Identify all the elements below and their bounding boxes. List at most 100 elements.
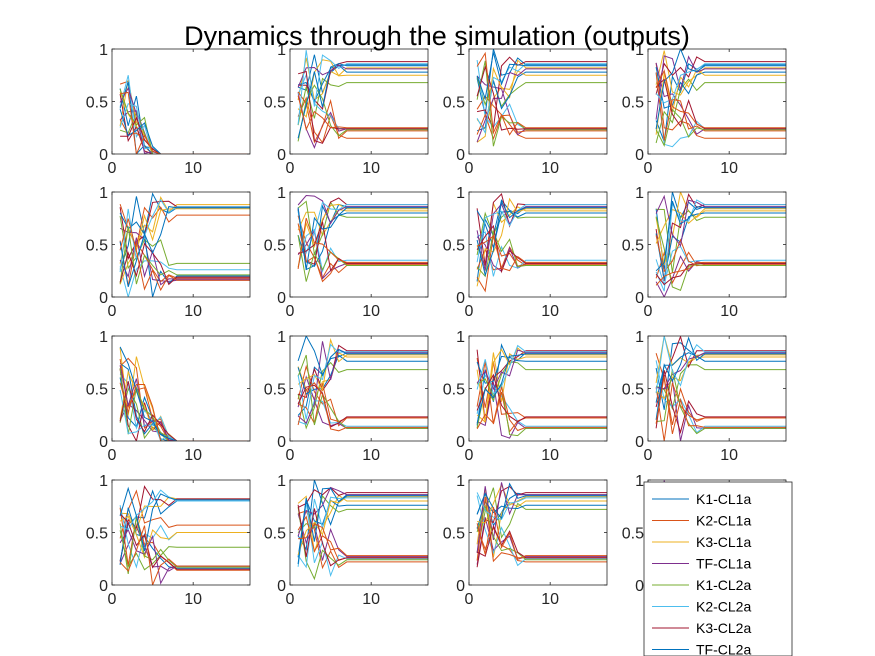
series-line — [477, 483, 607, 524]
x-tick-label: 0 — [286, 447, 295, 464]
y-tick-label: 0 — [635, 434, 644, 451]
series-line — [119, 81, 250, 154]
series-line — [655, 68, 786, 135]
y-tick-label: 0 — [277, 290, 286, 307]
y-tick-label: 1 — [635, 185, 644, 202]
series-line — [476, 487, 607, 558]
series-line — [297, 201, 428, 255]
series-line — [119, 208, 250, 285]
subplot-r1c3: 00.510 10 — [443, 42, 608, 177]
y-tick-label: 0.5 — [86, 95, 108, 112]
series-line — [476, 204, 607, 263]
y-tick-label: 0.5 — [443, 382, 465, 399]
legend-label: TF-CL2a — [696, 642, 751, 656]
series-line — [297, 64, 428, 103]
series-group — [476, 49, 607, 147]
series-line — [476, 517, 607, 565]
x-tick-label: 10 — [541, 447, 559, 464]
series-line — [119, 88, 250, 154]
series-line — [297, 354, 428, 395]
series-line — [119, 485, 250, 562]
legend-label: K3-CL1a — [696, 534, 751, 550]
legend-label: K2-CL1a — [696, 513, 751, 529]
subplot-r3c4: 00.510 10 — [622, 329, 787, 464]
series-line — [119, 516, 250, 574]
subplot-r3c2: 00.510 10 — [264, 329, 429, 464]
series-line — [655, 235, 786, 273]
y-tick-label: 0 — [456, 434, 465, 451]
legend-label: TF-CL1a — [696, 556, 751, 572]
series-line — [476, 71, 607, 132]
series-line — [655, 261, 786, 286]
x-tick-label: 0 — [108, 591, 117, 608]
series-line — [655, 370, 786, 435]
y-tick-label: 0 — [277, 578, 286, 595]
series-line — [297, 95, 428, 131]
plot-area — [112, 336, 250, 441]
y-tick-label: 0.5 — [622, 382, 644, 399]
series-line — [476, 235, 607, 272]
subplot-r1c2: 00.510 10 — [264, 42, 429, 177]
x-tick-label: 10 — [541, 160, 559, 177]
y-tick-label: 1 — [456, 42, 465, 59]
series-line — [297, 352, 428, 400]
series-line — [119, 80, 250, 154]
series-line — [655, 199, 786, 292]
y-tick-label: 1 — [99, 42, 108, 59]
series-line — [655, 50, 786, 96]
series-line — [297, 59, 428, 118]
series-line — [476, 373, 607, 423]
series-line — [476, 500, 607, 529]
x-tick-label: 10 — [720, 303, 738, 320]
series-line — [476, 347, 607, 423]
x-tick-label: 10 — [720, 447, 738, 464]
series-line — [297, 50, 428, 125]
series-line — [656, 352, 786, 390]
y-tick-label: 0.5 — [264, 238, 286, 255]
series-line — [655, 376, 786, 435]
y-tick-label: 0 — [99, 147, 108, 164]
subplot-r2c1: 00.510 10 — [86, 185, 251, 320]
series-line — [476, 229, 607, 278]
series-line — [476, 113, 607, 141]
series-line — [476, 200, 607, 277]
series-line — [476, 51, 607, 136]
series-line — [297, 212, 428, 267]
series-line — [119, 346, 250, 441]
series-line — [297, 337, 428, 392]
subplot-r1c4: 00.510 10 — [622, 42, 787, 177]
series-line — [119, 206, 250, 287]
series-line — [655, 56, 786, 95]
y-tick-label: 0.5 — [443, 526, 465, 543]
y-tick-label: 0.5 — [622, 238, 644, 255]
series-line — [297, 383, 428, 425]
series-line — [655, 382, 786, 441]
series-group — [476, 193, 607, 293]
series-line — [119, 530, 250, 571]
series-line — [119, 358, 250, 441]
x-tick-label: 10 — [184, 591, 202, 608]
series-line — [476, 59, 607, 131]
series-line — [476, 374, 607, 427]
series-line — [655, 62, 786, 139]
series-line — [476, 361, 607, 429]
y-tick-label: 0 — [277, 434, 286, 451]
series-line — [656, 369, 786, 435]
series-line — [297, 507, 428, 581]
series-line — [476, 506, 607, 560]
series-line — [476, 487, 607, 553]
series-line — [297, 194, 428, 225]
subplot-r3c3: 00.510 10 — [443, 329, 608, 464]
legend: K1-CL1a K2-CL1a K3-CL1a TF-CL1a K1-CL2a K2-CL… — [643, 481, 793, 656]
series-line — [655, 336, 786, 420]
x-tick-label: 0 — [465, 447, 474, 464]
series-line — [476, 353, 607, 424]
x-tick-label: 0 — [286, 591, 295, 608]
subplot-r2c4: 00.510 10 — [622, 185, 787, 320]
legend-box — [643, 481, 793, 656]
series-group — [655, 192, 786, 297]
series-line — [119, 103, 250, 154]
x-tick-label: 10 — [541, 591, 559, 608]
series-line — [655, 49, 786, 130]
